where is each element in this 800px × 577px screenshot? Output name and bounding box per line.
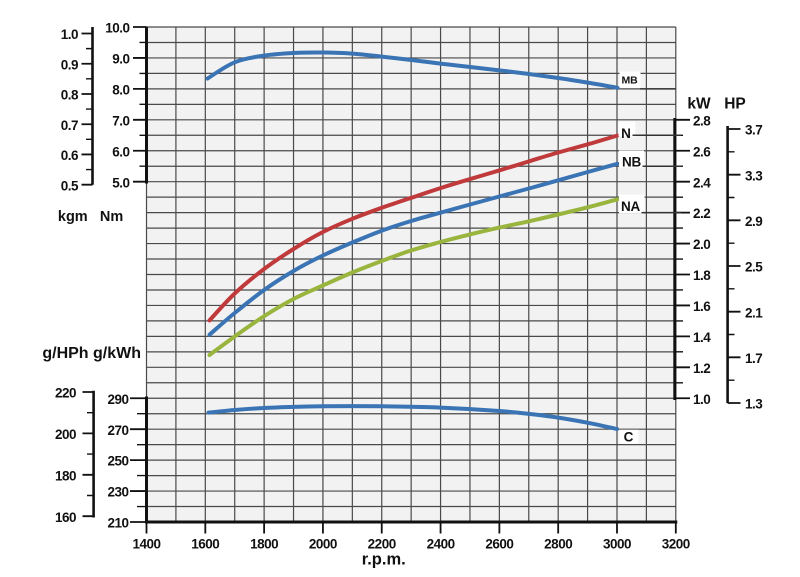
svg-text:1400: 1400 bbox=[132, 537, 160, 552]
svg-text:1.8: 1.8 bbox=[693, 268, 711, 283]
svg-text:230: 230 bbox=[107, 485, 128, 500]
svg-text:10.0: 10.0 bbox=[105, 21, 129, 36]
svg-text:7.0: 7.0 bbox=[112, 113, 129, 128]
svg-text:2.5: 2.5 bbox=[745, 260, 763, 275]
svg-text:NA: NA bbox=[621, 199, 640, 214]
svg-text:2.1: 2.1 bbox=[745, 305, 763, 320]
svg-text:1.0: 1.0 bbox=[693, 392, 710, 407]
svg-text:0.7: 0.7 bbox=[61, 118, 78, 133]
svg-text:MB: MB bbox=[622, 75, 639, 87]
svg-text:220: 220 bbox=[55, 386, 76, 401]
svg-text:6.0: 6.0 bbox=[112, 144, 129, 159]
svg-text:0.8: 0.8 bbox=[61, 88, 79, 103]
svg-text:3000: 3000 bbox=[603, 537, 631, 552]
svg-text:210: 210 bbox=[107, 516, 128, 531]
svg-text:0.5: 0.5 bbox=[61, 178, 79, 193]
svg-text:9.0: 9.0 bbox=[112, 52, 129, 67]
svg-text:kW: kW bbox=[687, 96, 711, 113]
svg-text:g/HPh g/kWh: g/HPh g/kWh bbox=[42, 345, 141, 362]
svg-text:2.6: 2.6 bbox=[693, 144, 711, 159]
svg-text:C: C bbox=[624, 430, 634, 445]
svg-text:1.3: 1.3 bbox=[745, 397, 763, 412]
svg-text:3.3: 3.3 bbox=[745, 168, 763, 183]
svg-text:160: 160 bbox=[55, 510, 76, 525]
svg-text:r.p.m.: r.p.m. bbox=[362, 551, 406, 569]
svg-text:0.9: 0.9 bbox=[61, 57, 78, 72]
svg-text:HP: HP bbox=[724, 96, 746, 113]
svg-text:1.2: 1.2 bbox=[693, 361, 710, 376]
svg-text:2.0: 2.0 bbox=[693, 237, 710, 252]
svg-text:1600: 1600 bbox=[191, 537, 219, 552]
svg-text:200: 200 bbox=[55, 427, 76, 442]
svg-text:1.0: 1.0 bbox=[61, 27, 78, 42]
svg-text:180: 180 bbox=[55, 468, 76, 483]
svg-text:2.9: 2.9 bbox=[745, 214, 762, 229]
svg-text:kgm: kgm bbox=[58, 209, 88, 225]
svg-text:2200: 2200 bbox=[368, 537, 396, 552]
svg-text:NB: NB bbox=[622, 155, 641, 170]
svg-text:3200: 3200 bbox=[662, 537, 690, 552]
svg-text:270: 270 bbox=[107, 423, 128, 438]
svg-text:3.7: 3.7 bbox=[745, 123, 762, 138]
svg-text:1800: 1800 bbox=[250, 537, 278, 552]
svg-text:2.4: 2.4 bbox=[693, 175, 711, 190]
svg-text:290: 290 bbox=[107, 392, 128, 407]
svg-text:2800: 2800 bbox=[544, 537, 572, 552]
svg-text:Nm: Nm bbox=[100, 209, 123, 225]
svg-text:N: N bbox=[621, 126, 631, 141]
svg-text:1.4: 1.4 bbox=[693, 330, 711, 345]
svg-text:0.6: 0.6 bbox=[61, 148, 79, 163]
svg-text:1.6: 1.6 bbox=[693, 299, 711, 314]
svg-text:2.8: 2.8 bbox=[693, 113, 711, 128]
svg-text:8.0: 8.0 bbox=[112, 83, 129, 98]
svg-text:2000: 2000 bbox=[309, 537, 337, 552]
svg-text:1.7: 1.7 bbox=[745, 351, 762, 366]
svg-text:2400: 2400 bbox=[427, 537, 455, 552]
svg-text:250: 250 bbox=[107, 454, 128, 469]
svg-text:2.2: 2.2 bbox=[693, 206, 710, 221]
svg-text:5.0: 5.0 bbox=[112, 175, 129, 190]
svg-text:2600: 2600 bbox=[485, 537, 513, 552]
